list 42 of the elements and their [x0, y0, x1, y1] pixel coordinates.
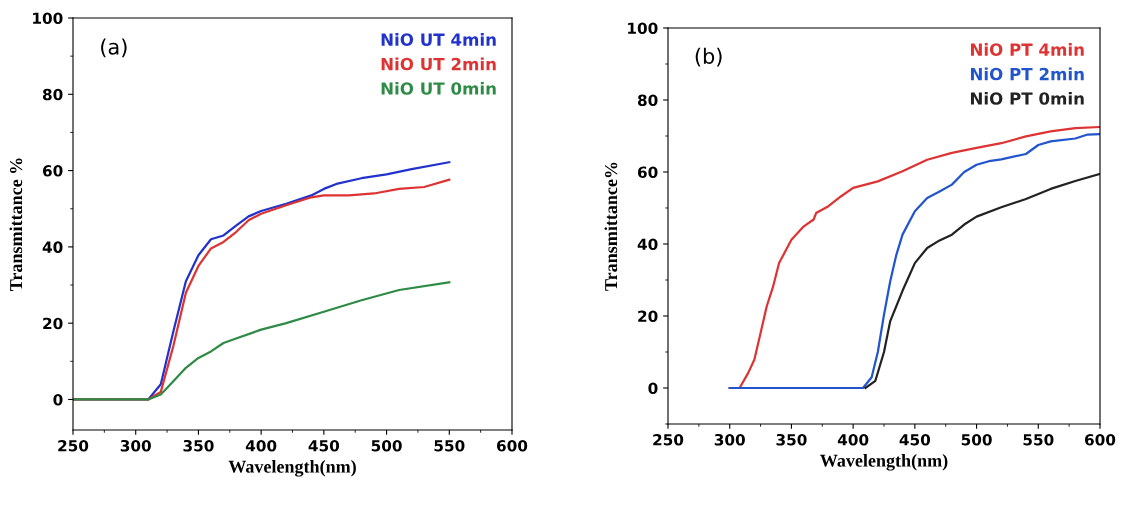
y-tick-label: 100: [628, 22, 658, 35]
x-tick-label: 500: [371, 439, 402, 452]
line-series: [864, 172, 1100, 390]
x-tick-label: 300: [714, 433, 745, 446]
x-tick-label: 250: [653, 433, 684, 446]
y-tick-label: 80: [42, 88, 63, 101]
x-tick-label: 450: [899, 433, 931, 446]
y-axis-title: Transmittance %: [9, 158, 23, 291]
x-axis-title: Wavelength(nm): [820, 454, 948, 471]
y-tick-label: 20: [43, 317, 63, 330]
x-tick-label: 400: [245, 439, 277, 452]
y-axis-title: Transmittance%: [604, 162, 618, 291]
x-tick-label: 600: [497, 439, 528, 452]
x-tick-label: 600: [1085, 433, 1116, 446]
annotation: (a): [101, 38, 127, 58]
y-tick-label: 100: [33, 12, 63, 25]
y-tick-label: 40: [637, 238, 658, 251]
text: NiO PT 4min: [970, 43, 1084, 56]
text: NiO UT 0min: [381, 81, 496, 95]
y-tick-label: 40: [42, 241, 63, 253]
x-tick-label: 550: [434, 439, 465, 452]
text: NiO PT 2min: [970, 67, 1084, 81]
y-tick-label: 80: [637, 94, 658, 107]
y-tick-label: 0: [648, 382, 658, 395]
y-tick-label: 0: [53, 393, 63, 406]
x-tick-label: 400: [837, 433, 869, 446]
y-tick-label: 60: [42, 165, 63, 177]
y-tick-label: 60: [637, 166, 658, 179]
x-tick-label: 500: [961, 433, 992, 446]
x-tick-label: 350: [183, 439, 214, 452]
annotation: (b): [695, 47, 722, 67]
text: NiO UT 4min: [381, 33, 496, 46]
text: NiO UT 2min: [381, 57, 496, 71]
x-tick-label: 550: [1023, 433, 1054, 446]
x-tick-label: 300: [120, 439, 151, 452]
line-series: [73, 281, 451, 401]
x-axis-title: Wavelength(nm): [228, 460, 356, 477]
y-tick-label: 20: [638, 310, 658, 323]
x-tick-label: 450: [308, 439, 340, 452]
text: NiO PT 0min: [970, 91, 1084, 105]
x-tick-label: 350: [776, 433, 807, 446]
x-tick-label: 250: [58, 439, 89, 452]
